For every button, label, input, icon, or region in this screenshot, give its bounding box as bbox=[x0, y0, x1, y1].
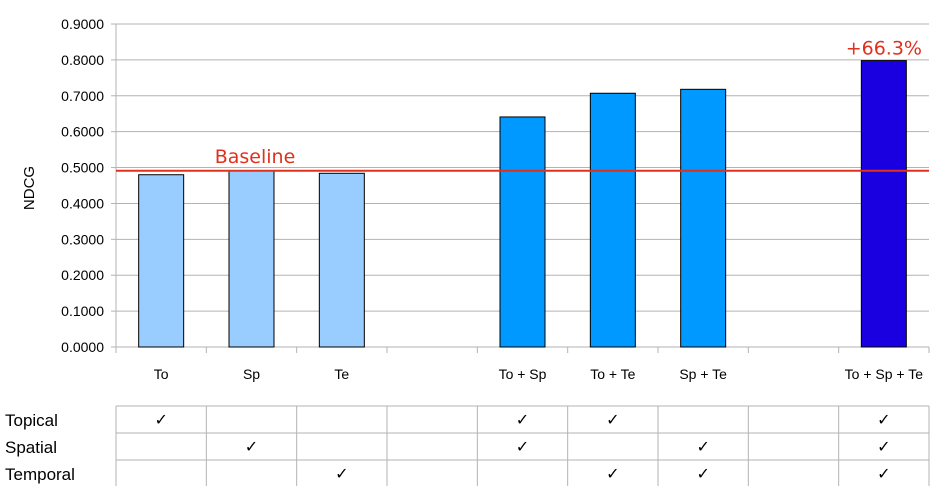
improvement-annotation: +66.3% bbox=[846, 38, 922, 60]
x-tick-label: To + Te bbox=[590, 366, 635, 382]
check-mark: ✓ bbox=[606, 410, 619, 429]
check-mark: ✓ bbox=[696, 464, 709, 483]
y-tick-label: 0.5000 bbox=[61, 160, 104, 176]
bar bbox=[138, 174, 185, 348]
bar bbox=[499, 116, 546, 348]
table-row-label: Spatial bbox=[5, 438, 57, 457]
tick-labels: 0.0000 0.1000 0.2000 0.3000 0.4000 0.5000 0.60… bbox=[61, 16, 923, 382]
x-tick-label: To bbox=[154, 366, 169, 382]
y-tick-label: 0.4000 bbox=[61, 195, 104, 211]
x-tick-label: Te bbox=[334, 366, 349, 382]
bar bbox=[589, 92, 636, 348]
check-mark: ✓ bbox=[606, 464, 619, 483]
y-axis-label: NDCG bbox=[21, 166, 38, 210]
baseline-marker: Baseline +66.3% bbox=[116, 38, 929, 172]
bar bbox=[318, 172, 365, 348]
check-mark: ✓ bbox=[696, 437, 709, 456]
check-mark: ✓ bbox=[516, 437, 529, 456]
x-tick-label: Sp + Te bbox=[679, 366, 727, 382]
x-tick-label: To + Sp + Te bbox=[845, 366, 924, 382]
y-tick-label: 0.1000 bbox=[61, 303, 104, 319]
y-tick-label: 0.9000 bbox=[61, 16, 104, 32]
bar bbox=[228, 170, 275, 348]
bar bbox=[680, 88, 727, 348]
table-row-label: Topical bbox=[5, 411, 58, 430]
y-tick-label: 0.0000 bbox=[61, 339, 104, 355]
x-tick-label: Sp bbox=[243, 366, 260, 382]
y-tick-label: 0.8000 bbox=[61, 52, 104, 68]
check-mark: ✓ bbox=[877, 464, 890, 483]
y-tick-label: 0.6000 bbox=[61, 124, 104, 140]
check-mark: ✓ bbox=[154, 410, 167, 429]
check-mark: ✓ bbox=[877, 437, 890, 456]
bar bbox=[860, 60, 907, 348]
check-mark: ✓ bbox=[516, 410, 529, 429]
check-mark: ✓ bbox=[877, 410, 890, 429]
check-mark: ✓ bbox=[335, 464, 348, 483]
y-tick-label: 0.3000 bbox=[61, 231, 104, 247]
x-tick-label: To + Sp bbox=[499, 366, 547, 382]
y-tick-label: 0.2000 bbox=[61, 267, 104, 283]
feature-table: Topical ✓ ✓ ✓ ✓ Spatial ✓ ✓ ✓ ✓ Temporal ✓ ✓ ✓ ✓ bbox=[5, 405, 930, 486]
y-tick-label: 0.7000 bbox=[61, 88, 104, 104]
table-row-label: Temporal bbox=[5, 465, 75, 484]
baseline-label: Baseline bbox=[215, 146, 296, 168]
check-mark: ✓ bbox=[245, 437, 258, 456]
bars bbox=[138, 60, 907, 348]
